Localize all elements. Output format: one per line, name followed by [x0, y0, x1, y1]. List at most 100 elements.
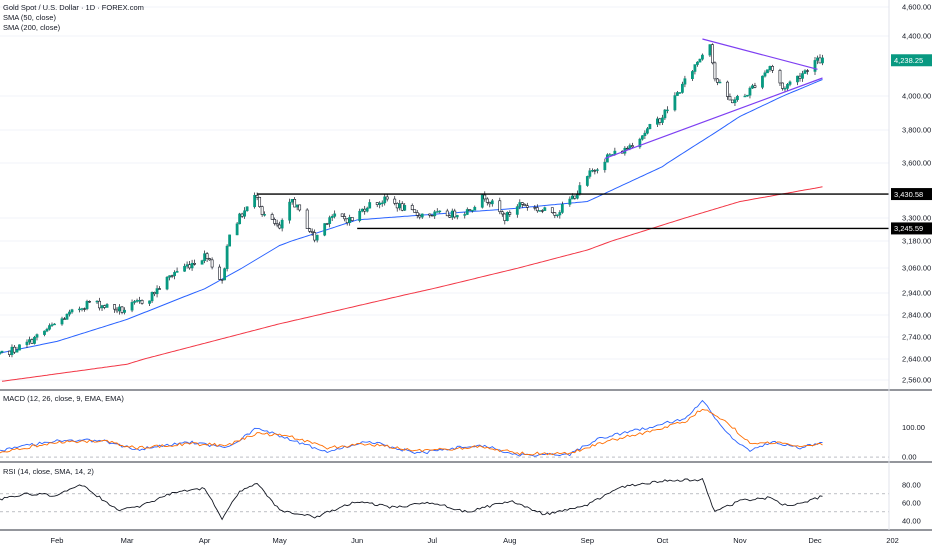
- candle-body: [625, 147, 629, 150]
- candle-body: [630, 145, 634, 148]
- time-axis[interactable]: Feb Mar Apr May Jun Jul Aug Sep Oct Nov Dec 202: [51, 536, 899, 545]
- candle-body: [428, 213, 432, 216]
- sma50-series: [0, 79, 823, 354]
- candle-body: [298, 204, 302, 211]
- candle-body: [220, 279, 224, 281]
- candle-body: [295, 204, 299, 208]
- indicator-tick-label: 100.00: [902, 423, 925, 432]
- candle-body: [25, 341, 29, 346]
- price-axis[interactable]: 4,600.00 4,400.00 4,000.00 3,800.00 3,600.00…: [902, 3, 931, 385]
- candle-body: [568, 198, 572, 205]
- candle-body: [150, 292, 154, 302]
- candle-body: [243, 210, 247, 217]
- candle-body: [798, 75, 802, 79]
- trendline-upper[interactable]: [702, 38, 818, 70]
- candle-body: [505, 212, 509, 221]
- candle-body: [778, 70, 782, 84]
- price-tick-label: 2,740.00: [902, 333, 931, 342]
- candle-body: [676, 92, 679, 96]
- time-tick-label: Feb: [51, 536, 64, 545]
- candle-body: [183, 265, 186, 272]
- candle-body: [80, 308, 84, 310]
- candle-body: [803, 70, 807, 74]
- candle-body: [360, 208, 364, 212]
- candle-body: [520, 202, 524, 205]
- candle-body: [535, 207, 539, 212]
- candle-body: [365, 207, 369, 212]
- candle-body: [263, 214, 267, 216]
- price-tick-label: 2,840.00: [902, 311, 931, 320]
- time-tick-label: Oct: [657, 536, 670, 545]
- macd-series: [0, 399, 823, 457]
- candle-body: [693, 64, 697, 72]
- candle-body: [165, 276, 169, 290]
- candle-body: [463, 214, 467, 216]
- price-tick-label: 2,640.00: [902, 355, 931, 364]
- level-label: 3,430.58: [894, 190, 923, 199]
- candle-body: [713, 62, 717, 80]
- candle-body: [43, 330, 46, 335]
- candle-body: [148, 300, 151, 304]
- candle-body: [455, 215, 459, 218]
- candle-body: [0, 351, 1, 355]
- candle-body: [643, 132, 647, 136]
- macd-axis: 100.00 0.00: [902, 423, 925, 462]
- candle-body: [445, 210, 449, 217]
- candle-body: [743, 95, 747, 98]
- candle-body: [435, 211, 439, 213]
- candle-body: [10, 346, 14, 355]
- candle-body: [275, 223, 279, 226]
- candle-body: [153, 292, 156, 295]
- time-tick-label: 202: [886, 536, 899, 545]
- candle-body: [0, 350, 4, 353]
- candle-body: [115, 308, 119, 312]
- sma200-line: [1, 186, 823, 382]
- candle-body: [280, 219, 284, 229]
- candle-body: [350, 217, 354, 221]
- candle-body: [573, 195, 577, 199]
- rsi-pane: 80.00 60.00 40.00: [0, 477, 921, 531]
- candle-body: [288, 201, 292, 221]
- candle-body: [593, 170, 597, 172]
- price-gridlines: [0, 6, 889, 381]
- candle-body: [15, 349, 19, 353]
- candle-body: [175, 270, 179, 273]
- rsi-legend: RSI (14, close, SMA, 14, 2): [3, 467, 94, 476]
- candle-body: [200, 260, 204, 265]
- candle-body: [538, 210, 542, 212]
- candle-body: [30, 339, 34, 344]
- candle-body: [260, 206, 264, 215]
- candle-body: [135, 300, 139, 302]
- candle-body: [410, 205, 414, 211]
- candle-body: [368, 202, 372, 209]
- candle-body: [570, 195, 574, 200]
- candle-body: [315, 234, 319, 241]
- candle-body: [343, 216, 347, 220]
- candle-body: [375, 202, 379, 205]
- candle-body: [100, 305, 104, 309]
- candle-body: [678, 92, 682, 94]
- candle-body: [558, 212, 562, 216]
- time-tick-label: May: [273, 536, 287, 545]
- pane-separators: [0, 0, 932, 531]
- trendlines[interactable]: [604, 38, 823, 159]
- trendline-lower[interactable]: [604, 77, 823, 159]
- candle-body: [140, 300, 144, 304]
- price-tick-label: 4,000.00: [902, 92, 931, 101]
- indicator-tick-label: 80.00: [902, 480, 921, 489]
- time-tick-label: Sep: [581, 536, 594, 545]
- candle-body: [103, 305, 106, 308]
- indicator-tick-label: 60.00: [902, 498, 921, 507]
- candle-body: [683, 78, 687, 85]
- horizontal-levels[interactable]: 3,430.58 3,245.59: [257, 188, 932, 235]
- last-price-label: 4,238.25: [894, 56, 923, 65]
- candle-body: [273, 219, 277, 224]
- price-pane: 3,430.58 3,245.59 4,600.00 4,400.00 4,000.0…: [0, 3, 932, 385]
- sma50-legend: SMA (50, close): [3, 13, 56, 22]
- candle-body: [123, 309, 126, 313]
- candle-body: [168, 275, 171, 278]
- candle-body: [105, 304, 109, 308]
- candle-body: [158, 288, 161, 290]
- chart-title: Gold Spot / U.S. Dollar · 1D · FOREX.com: [3, 3, 144, 12]
